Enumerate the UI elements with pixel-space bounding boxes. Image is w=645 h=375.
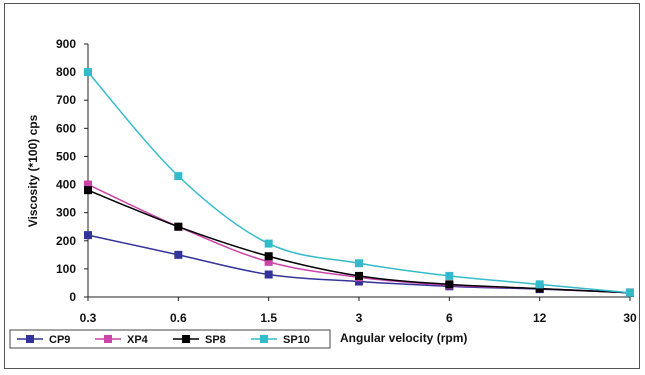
y-tick-label: 300 xyxy=(56,206,76,220)
data-point-xp4 xyxy=(264,257,273,266)
legend-marker-sp8 xyxy=(182,335,190,343)
legend-marker-xp4 xyxy=(104,335,112,343)
data-point-sp8 xyxy=(535,284,544,293)
data-point-sp10 xyxy=(626,288,634,297)
x-tick-label: 1.5 xyxy=(260,311,277,325)
data-point-sp8 xyxy=(264,252,273,261)
data-point-sp10 xyxy=(355,259,363,268)
legend-label-cp9: CP9 xyxy=(49,334,70,346)
data-point-sp8 xyxy=(174,222,183,231)
x-tick-label: 3 xyxy=(356,311,363,325)
y-tick-label: 0 xyxy=(69,290,76,304)
x-axis-title: Angular velocity (rpm) xyxy=(340,331,467,345)
x-tick-label: 0.3 xyxy=(80,311,97,325)
data-point-sp8 xyxy=(84,186,92,195)
series-layer xyxy=(84,68,634,297)
series-sp10 xyxy=(84,68,634,297)
y-tick-label: 800 xyxy=(56,65,76,79)
data-point-xp4 xyxy=(84,180,92,189)
legend-item-sp8: SP8 xyxy=(173,334,226,346)
data-point-cp9 xyxy=(264,270,273,279)
axes xyxy=(87,44,630,298)
data-point-sp10 xyxy=(174,172,183,181)
legend-marker-sp10 xyxy=(260,335,268,343)
y-tick-label: 700 xyxy=(56,93,76,107)
x-tick-label: 6 xyxy=(446,311,453,325)
y-axis-title: Viscosity (*100) cps xyxy=(26,114,40,227)
y-tick-label: 900 xyxy=(56,37,76,51)
data-point-sp10 xyxy=(445,271,454,280)
data-point-sp10 xyxy=(264,239,273,248)
data-point-sp8 xyxy=(445,280,454,289)
legend-item-cp9: CP9 xyxy=(17,334,70,346)
data-point-cp9 xyxy=(355,277,363,286)
chart-frame xyxy=(4,3,640,369)
y-tick-label: 500 xyxy=(56,149,76,163)
data-point-sp8 xyxy=(355,271,363,280)
legend-item-sp10: SP10 xyxy=(251,334,310,346)
legend-marker-cp9 xyxy=(26,335,34,343)
x-ticks: 0.3 0.6 1.5 3 6 12 30 xyxy=(80,297,637,325)
legend-label-xp4: XP4 xyxy=(127,334,149,346)
legend-label-sp10: SP10 xyxy=(283,334,310,346)
y-tick-label: 600 xyxy=(56,121,76,135)
data-point-sp10 xyxy=(84,68,92,77)
legend-box xyxy=(9,329,331,349)
y-tick-label: 100 xyxy=(56,262,76,276)
x-tick-label: 0.6 xyxy=(170,311,187,325)
legend-item-xp4: XP4 xyxy=(95,334,149,346)
y-ticks: 0 100 200 300 400 500 600 700 800 900 xyxy=(56,37,88,304)
data-point-cp9 xyxy=(84,231,92,240)
x-tick-label: 30 xyxy=(623,311,637,325)
legend: CP9 XP4 SP8 SP10 xyxy=(9,329,331,349)
y-tick-label: 200 xyxy=(56,234,76,248)
x-tick-label: 12 xyxy=(533,311,547,325)
y-tick-label: 400 xyxy=(56,178,76,192)
data-point-cp9 xyxy=(174,250,183,259)
legend-label-sp8: SP8 xyxy=(205,334,226,346)
data-point-sp10 xyxy=(535,280,544,289)
